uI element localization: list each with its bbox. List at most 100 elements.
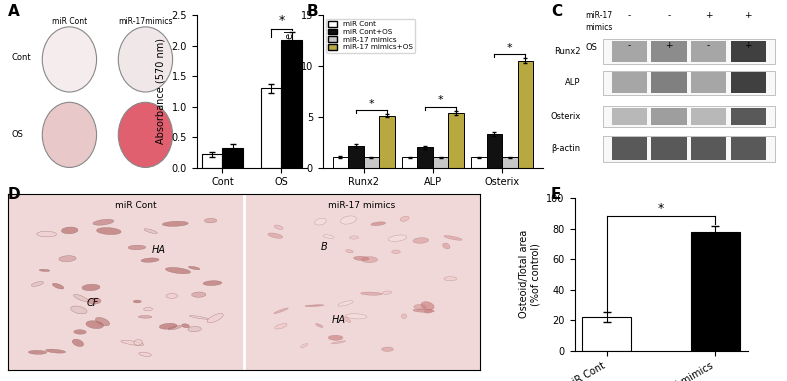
Ellipse shape (128, 245, 146, 250)
Bar (611, 137, 647, 160)
Bar (379, 116, 394, 168)
Text: ALP: ALP (565, 78, 581, 88)
Ellipse shape (444, 235, 462, 240)
Ellipse shape (46, 349, 65, 353)
Ellipse shape (392, 250, 401, 253)
Bar (281, 40, 302, 168)
Ellipse shape (203, 281, 222, 285)
Bar (652, 72, 686, 93)
Text: C: C (551, 4, 562, 19)
Ellipse shape (361, 257, 378, 263)
Bar (223, 147, 243, 168)
Ellipse shape (97, 227, 121, 235)
Ellipse shape (349, 236, 358, 239)
Ellipse shape (207, 314, 224, 323)
Bar (417, 147, 433, 168)
Ellipse shape (52, 283, 64, 289)
Ellipse shape (345, 314, 367, 319)
Ellipse shape (301, 344, 308, 347)
Ellipse shape (353, 256, 369, 261)
Text: B: B (321, 242, 327, 252)
Ellipse shape (61, 227, 78, 234)
Ellipse shape (328, 335, 343, 340)
Y-axis label: Absorbance (570 nm): Absorbance (570 nm) (156, 38, 166, 144)
Ellipse shape (190, 315, 209, 319)
Bar (471, 157, 486, 168)
Ellipse shape (144, 229, 157, 234)
Ellipse shape (71, 306, 87, 314)
Ellipse shape (424, 309, 432, 313)
Ellipse shape (382, 347, 394, 351)
Ellipse shape (331, 341, 345, 344)
Bar (652, 41, 686, 62)
Text: E: E (551, 187, 561, 202)
Ellipse shape (168, 325, 182, 330)
Ellipse shape (316, 323, 323, 327)
Ellipse shape (192, 292, 206, 297)
Text: miR-17: miR-17 (586, 11, 612, 20)
Bar (730, 137, 766, 160)
Ellipse shape (139, 352, 151, 356)
Legend: miR Cont, miR Cont+OS, miR-17 mimics, miR-17 mimics+OS: miR Cont, miR Cont+OS, miR-17 mimics, mi… (327, 19, 415, 53)
Ellipse shape (360, 292, 382, 295)
Text: miR-17mimics: miR-17mimics (118, 17, 172, 26)
Ellipse shape (121, 340, 144, 346)
Text: OS: OS (586, 43, 597, 52)
Bar (691, 137, 726, 160)
Ellipse shape (86, 321, 103, 328)
Text: B: B (307, 4, 319, 19)
Text: D: D (8, 187, 20, 202)
Ellipse shape (37, 231, 57, 237)
Text: +: + (705, 11, 712, 20)
Ellipse shape (133, 300, 141, 303)
Ellipse shape (39, 269, 50, 271)
Text: +: + (745, 41, 752, 50)
Ellipse shape (42, 27, 97, 92)
Text: -: - (628, 41, 631, 50)
Ellipse shape (166, 294, 178, 298)
Text: miR Cont: miR Cont (115, 201, 156, 210)
Bar (603, 106, 774, 127)
Bar (333, 157, 348, 168)
Text: Osterix: Osterix (550, 112, 581, 121)
Text: β-actin: β-actin (552, 144, 581, 153)
Ellipse shape (139, 315, 152, 318)
Bar (691, 107, 726, 125)
Ellipse shape (144, 307, 153, 311)
Ellipse shape (371, 222, 386, 226)
Bar (611, 107, 647, 125)
Text: *: * (438, 95, 443, 106)
Bar (603, 136, 774, 162)
Bar (364, 157, 379, 168)
Bar (691, 41, 726, 62)
Ellipse shape (31, 282, 43, 287)
Ellipse shape (345, 250, 353, 253)
Text: *: * (278, 14, 284, 27)
Ellipse shape (59, 256, 76, 262)
Ellipse shape (74, 330, 87, 334)
Ellipse shape (421, 302, 434, 310)
Ellipse shape (338, 301, 353, 306)
Bar (730, 72, 766, 93)
Ellipse shape (88, 298, 101, 304)
Ellipse shape (401, 216, 409, 221)
Ellipse shape (118, 102, 172, 168)
Bar (652, 137, 686, 160)
Ellipse shape (413, 238, 429, 243)
Ellipse shape (274, 225, 283, 229)
Y-axis label: Relative expression level: Relative expression level (285, 30, 295, 152)
Ellipse shape (188, 327, 201, 332)
Ellipse shape (28, 351, 46, 354)
Bar (502, 157, 518, 168)
Text: HA: HA (331, 315, 345, 325)
Ellipse shape (73, 295, 88, 302)
Ellipse shape (305, 305, 323, 307)
Bar (433, 157, 449, 168)
Text: CF: CF (87, 298, 99, 308)
Bar (611, 41, 647, 62)
Text: miR-17 mimics: miR-17 mimics (328, 201, 396, 210)
Ellipse shape (401, 314, 407, 319)
Bar (603, 39, 774, 64)
Bar (402, 157, 417, 168)
Bar (449, 113, 464, 168)
